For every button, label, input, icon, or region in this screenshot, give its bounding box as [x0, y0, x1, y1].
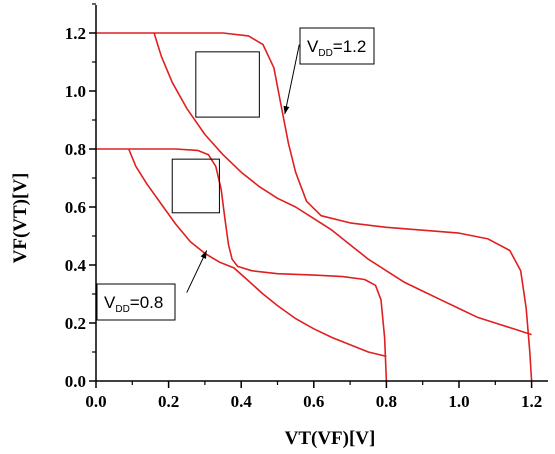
annotation-arrowhead-1: [283, 105, 290, 115]
annotation-box-2: [96, 283, 176, 321]
annotation-label-1: VDD=1.2: [307, 37, 366, 59]
series-line-1: [96, 32, 533, 382]
annotation-box-1: [299, 27, 375, 65]
eye-square-1: [195, 51, 260, 118]
series-line-4: [127, 148, 387, 358]
y-tick-label: 0.6: [65, 198, 86, 217]
y-tick-label: 1.0: [65, 82, 86, 101]
annotation-arrow-1: [284, 44, 300, 115]
annotation-label-2: VDD=0.8: [104, 293, 163, 315]
eye-squares: [171, 51, 260, 214]
x-axis-title: VT(VF)[V]: [285, 428, 376, 449]
curves: [96, 32, 533, 382]
x-tick-label: 0.6: [303, 392, 324, 411]
x-tick-label: 0.2: [158, 392, 179, 411]
y-tick-label: 0.4: [65, 256, 87, 275]
y-tick-label: 0.8: [65, 140, 86, 159]
axes: 0.0 0.2 0.4 0.6 0.8 1.0 1.2 0.0 0.2 0.4 0.6 0.8 1.0 1…: [65, 3, 548, 411]
x-tick-label: 1.2: [521, 392, 542, 411]
series-line-3: [96, 148, 388, 382]
x-tick-label: 0.8: [376, 392, 397, 411]
y-tick-label: 0.0: [65, 372, 86, 391]
annotation-arrowhead-2: [200, 250, 207, 259]
y-tick-label: 0.2: [65, 314, 86, 333]
x-tick-label: 0.0: [85, 392, 106, 411]
y-axis-title: VF(VT)[V]: [10, 173, 31, 264]
annotations: VDD=1.2 VDD=0.8: [96, 27, 375, 321]
series-line-2: [153, 32, 532, 336]
x-tick-label: 0.4: [231, 392, 253, 411]
x-tick-label: 1.0: [448, 392, 469, 411]
y-tick-label: 1.2: [65, 24, 86, 43]
eye-square-2: [171, 158, 220, 214]
